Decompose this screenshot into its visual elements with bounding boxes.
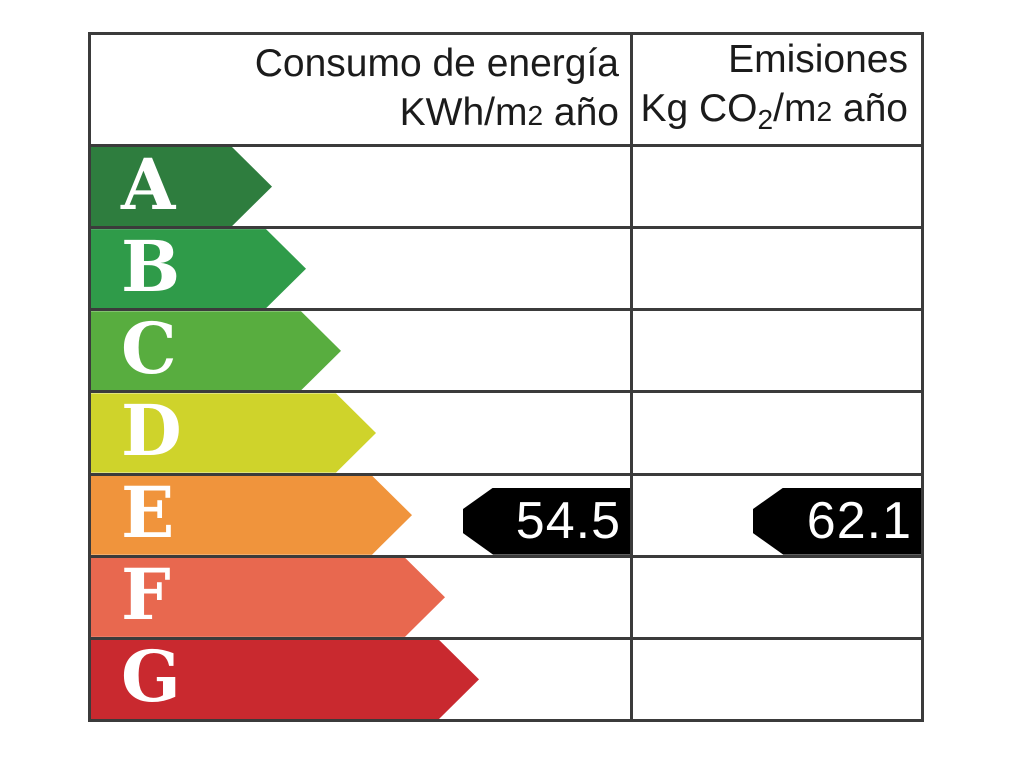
rating-letter-e: E	[121, 471, 175, 555]
consumption-unit: KWh/m2 año	[399, 91, 619, 134]
header-row: Consumo de energía KWh/m2 año Emisiones …	[91, 35, 921, 147]
rating-row-e: E 54.5 62.1	[91, 476, 921, 558]
emissions-value: 62.1	[806, 492, 912, 551]
rating-row-a: A	[91, 147, 921, 230]
rating-rows: A B C D E	[91, 147, 921, 719]
rating-band-d: D	[91, 393, 376, 472]
rating-letter-b: B	[121, 224, 181, 308]
rating-row-d: D	[91, 393, 921, 476]
rating-letter-g: G	[121, 635, 181, 719]
consumption-title: Consumo de energía	[254, 42, 619, 85]
rating-band-g: G	[91, 640, 479, 719]
rating-letter-f: F	[121, 553, 171, 637]
emissions-co2-subscript: 2	[757, 103, 774, 135]
rating-band-e: E	[91, 476, 412, 555]
rating-letter-c: C	[121, 306, 177, 390]
rating-row-g: G	[91, 640, 921, 719]
rating-band-a: A	[91, 147, 272, 226]
emissions-indicator-arrow: 62.1	[753, 487, 921, 555]
rating-row-c: C	[91, 311, 921, 394]
emissions-unit-exponent: 2	[816, 96, 833, 128]
consumption-unit-exponent: 2	[527, 100, 544, 131]
rating-letter-a: A	[121, 142, 176, 226]
consumption-value: 54.5	[515, 492, 621, 551]
rating-letter-d: D	[121, 388, 182, 472]
emissions-unit: Kg CO2/m2 año	[640, 87, 908, 135]
rating-row-b: B	[91, 229, 921, 312]
rating-band-f: F	[91, 558, 445, 637]
rating-band-c: C	[91, 311, 341, 390]
header-emissions: Emisiones Kg CO2/m2 año	[633, 35, 921, 144]
energy-label-table: Consumo de energía KWh/m2 año Emisiones …	[88, 32, 924, 722]
rating-band-b: B	[91, 229, 306, 308]
rating-row-f: F	[91, 558, 921, 640]
header-consumption: Consumo de energía KWh/m2 año	[91, 35, 630, 144]
column-divider	[630, 35, 633, 719]
consumption-indicator-arrow: 54.5	[463, 487, 630, 555]
emissions-title: Emisiones	[728, 38, 908, 82]
